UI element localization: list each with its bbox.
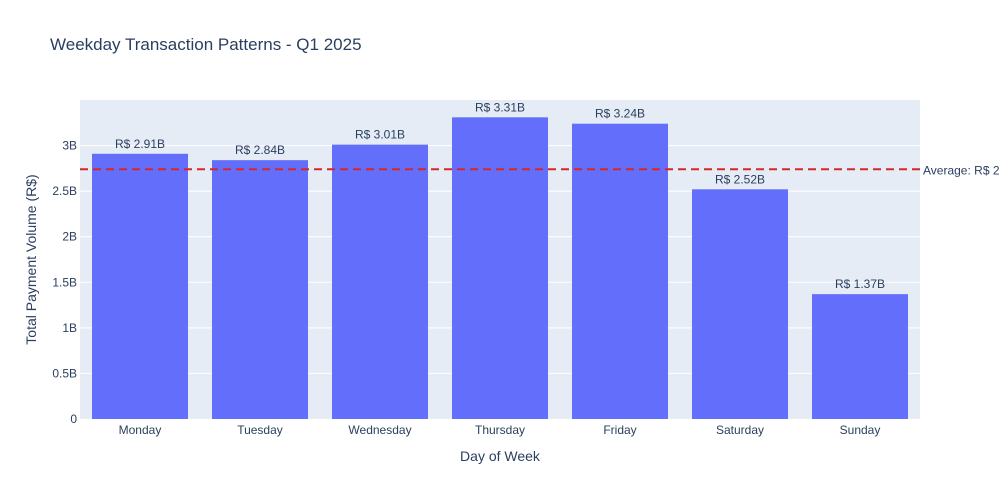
bar-friday [572, 123, 668, 419]
y-tick-label: 1B [62, 321, 77, 335]
chart-title: Weekday Transaction Patterns - Q1 2025 [50, 35, 362, 54]
data-label: R$ 2.52B [715, 172, 765, 186]
bar-tuesday [212, 160, 308, 419]
y-tick-label: 3B [62, 139, 77, 153]
average-label: Average: R$ 2 [923, 163, 1000, 177]
x-tick-label: Thursday [475, 423, 525, 437]
data-label: R$ 3.24B [595, 107, 645, 121]
data-label: R$ 3.31B [475, 100, 525, 114]
x-tick-label: Sunday [840, 423, 881, 437]
bar-thursday [452, 117, 548, 420]
y-tick-label: 0.5B [52, 366, 77, 380]
x-tick-label: Wednesday [348, 423, 411, 437]
x-tick-label: Monday [119, 423, 162, 437]
y-tick-label: 0 [70, 412, 77, 426]
data-label: R$ 2.91B [115, 137, 165, 151]
data-label: R$ 1.37B [835, 277, 885, 291]
x-tick-label: Tuesday [237, 423, 283, 437]
data-label: R$ 2.84B [235, 143, 285, 157]
y-tick-label: 2B [62, 230, 77, 244]
bar-wednesday [332, 144, 428, 419]
average-reference: Average: R$ 2 [80, 163, 1000, 177]
y-axis-ticks: 0 0.5B 1B 1.5B 2B 2.5B 3B [52, 139, 77, 426]
x-tick-label: Saturday [716, 423, 764, 437]
bar-saturday [692, 189, 788, 419]
y-axis-title: Total Payment Volume (R$) [23, 174, 39, 344]
y-tick-label: 1.5B [52, 275, 77, 289]
bar-sunday [812, 294, 908, 419]
x-axis-title: Day of Week [460, 448, 541, 464]
data-label: R$ 3.01B [355, 128, 405, 142]
data-labels: R$ 2.91B R$ 2.84B R$ 3.01B R$ 3.31B R$ 3.24B… [115, 100, 885, 291]
y-tick-label: 2.5B [52, 184, 77, 198]
bar-monday [92, 153, 188, 419]
bars [92, 117, 908, 420]
x-tick-label: Friday [603, 423, 636, 437]
x-axis-ticks: Monday Tuesday Wednesday Thursday Friday Satu… [119, 423, 881, 437]
